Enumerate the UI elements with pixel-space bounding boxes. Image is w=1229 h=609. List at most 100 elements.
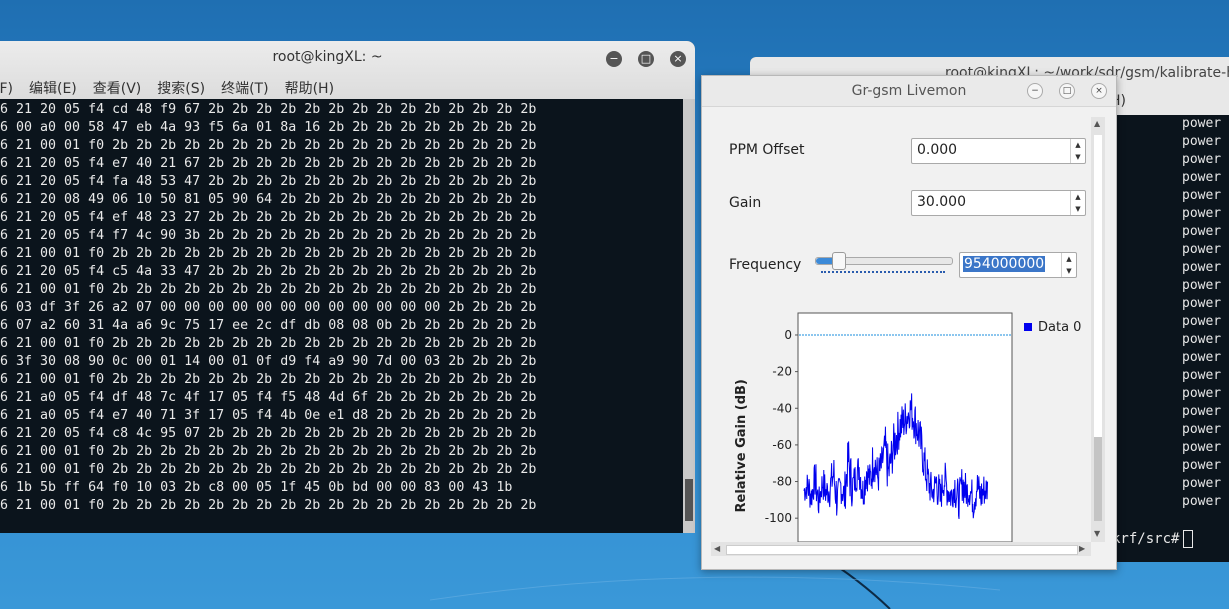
frequency-slider[interactable] <box>815 252 953 270</box>
menu-item[interactable]: 编辑(E) <box>28 81 77 97</box>
back-terminal-prompt[interactable]: krf/src# <box>1112 530 1194 548</box>
ppm-offset-spinbox[interactable]: 0.000 ▲ ▼ <box>911 138 1086 164</box>
hex-line: 06 21 00 01 f0 2b 2b 2b 2b 2b 2b 2b 2b 2… <box>0 246 537 261</box>
legend-label: Data 0 <box>1038 320 1081 335</box>
menu-item[interactable]: 查看(V) <box>92 81 142 97</box>
output-line: power <box>1182 278 1222 293</box>
scroll-track[interactable] <box>1094 135 1102 437</box>
output-line: power <box>1182 368 1222 383</box>
output-line: power <box>1182 116 1222 131</box>
front-terminal-title: root@kingXL: ~ <box>272 49 383 65</box>
output-line: power <box>1182 314 1222 329</box>
livemon-close-button[interactable]: × <box>1091 83 1107 99</box>
livemon-vertical-scrollbar[interactable]: ▲ ▼ <box>1091 117 1105 542</box>
output-line: power <box>1182 458 1222 473</box>
output-line: power <box>1182 206 1222 221</box>
spin-arrows-icon[interactable]: ▲ ▼ <box>1070 191 1085 215</box>
output-line: power <box>1182 170 1222 185</box>
plot-area <box>797 312 1013 542</box>
y-tick-label: -60 <box>772 438 792 452</box>
output-line: power <box>1182 224 1222 239</box>
hex-line: 06 21 20 05 f4 c5 4a 33 47 2b 2b 2b 2b 2… <box>0 264 537 279</box>
ppm-offset-value: 0.000 <box>917 142 958 158</box>
close-button[interactable]: × <box>670 51 686 67</box>
ppm-offset-label: PPM Offset <box>729 142 805 158</box>
minimize-button[interactable]: − <box>606 51 622 67</box>
hex-line: 06 21 20 05 f4 cd 48 f9 67 2b 2b 2b 2b 2… <box>0 102 537 117</box>
frequency-spinbox[interactable]: 954000000 ▲ ▼ <box>959 252 1077 278</box>
hex-line: 06 21 20 05 f4 c8 4c 95 07 2b 2b 2b 2b 2… <box>0 426 537 441</box>
output-line: power <box>1182 422 1222 437</box>
scroll-down-icon[interactable]: ▼ <box>1094 529 1101 538</box>
livemon-title: Gr-gsm Livemon <box>851 83 967 99</box>
scroll-left-icon[interactable]: ◀ <box>714 544 721 553</box>
hex-line: 06 21 00 01 f0 2b 2b 2b 2b 2b 2b 2b 2b 2… <box>0 336 537 351</box>
output-line: power <box>1182 476 1222 491</box>
hex-line: 06 21 a0 05 f4 e7 40 71 3f 17 05 f4 4b 0… <box>0 408 537 423</box>
hex-line: 06 1b 5b ff 64 f0 10 03 2b c8 00 05 1f 4… <box>0 480 513 495</box>
scroll-right-icon[interactable]: ▶ <box>1079 544 1086 553</box>
y-tick-label: -40 <box>772 401 792 415</box>
slider-knob[interactable] <box>831 252 846 270</box>
output-line: power <box>1182 134 1222 149</box>
terminal-cursor <box>1183 530 1194 548</box>
y-tick-label: -80 <box>772 475 792 489</box>
spin-arrows-icon[interactable]: ▲ ▼ <box>1061 253 1076 277</box>
output-line: power <box>1182 386 1222 401</box>
output-line: power <box>1182 404 1222 419</box>
scrollbar-thumb[interactable] <box>685 479 693 521</box>
gain-value: 30.000 <box>917 194 966 210</box>
hex-line: 06 21 00 01 f0 2b 2b 2b 2b 2b 2b 2b 2b 2… <box>0 138 537 153</box>
front-terminal-titlebar[interactable]: root@kingXL: ~ − □ × (F) 编辑(E) 查看(V) 搜索(S) 终… <box>0 41 695 99</box>
menu-item[interactable]: (F) <box>0 81 13 97</box>
output-line: power <box>1182 494 1222 509</box>
hex-line: 06 03 df 3f 26 a2 07 00 00 00 00 00 00 0… <box>0 300 537 315</box>
frequency-value[interactable]: 954000000 <box>963 256 1046 272</box>
menu-item[interactable]: 帮助(H) <box>284 81 335 97</box>
hex-line: 06 00 a0 00 58 47 eb 4a 93 f5 6a 01 8a 1… <box>0 120 537 135</box>
terminal-hex-output: 06 21 20 05 f4 cd 48 f9 67 2b 2b 2b 2b 2… <box>0 101 536 515</box>
terminal-menubar: (F) 编辑(E) 查看(V) 搜索(S) 终端(T) 帮助(H) <box>0 78 350 98</box>
terminal-scrollbar[interactable] <box>683 99 695 533</box>
slider-ticks <box>821 269 945 273</box>
hex-line: 06 21 a0 05 f4 df 48 7c 4f 17 05 f4 f5 4… <box>0 390 537 405</box>
scroll-up-icon[interactable]: ▲ <box>1094 119 1101 128</box>
hex-line: 06 21 00 01 f0 2b 2b 2b 2b 2b 2b 2b 2b 2… <box>0 444 537 459</box>
hex-line: 06 07 a2 60 31 4a a6 9c 75 17 ee 2c df d… <box>0 318 537 333</box>
frequency-label: Frequency <box>729 257 802 273</box>
hex-line: 06 21 20 05 f4 fa 48 53 47 2b 2b 2b 2b 2… <box>0 174 537 189</box>
y-tick-label: -20 <box>772 365 792 379</box>
output-line: power <box>1182 350 1222 365</box>
menu-item[interactable]: 终端(T) <box>221 81 269 97</box>
spin-arrows-icon[interactable]: ▲ ▼ <box>1070 139 1085 163</box>
slider-fill <box>816 258 838 264</box>
livemon-minimize-button[interactable]: − <box>1027 83 1043 99</box>
output-line: power <box>1182 296 1222 311</box>
output-line: power <box>1182 152 1222 167</box>
menu-item[interactable]: 搜索(S) <box>157 81 206 97</box>
front-terminal-window[interactable]: root@kingXL: ~ − □ × (F) 编辑(E) 查看(V) 搜索(S) 终… <box>0 41 695 533</box>
hex-line: 06 21 00 01 f0 2b 2b 2b 2b 2b 2b 2b 2b 2… <box>0 372 537 387</box>
hex-line: 06 21 20 05 f4 e7 40 21 67 2b 2b 2b 2b 2… <box>0 156 537 171</box>
hex-line: 06 21 00 01 f0 2b 2b 2b 2b 2b 2b 2b 2b 2… <box>0 498 537 513</box>
y-tick-label: 0 <box>784 328 792 342</box>
hex-line: 06 3f 30 08 90 0c 00 01 14 00 01 0f d9 f… <box>0 354 537 369</box>
frequency-plot: 0 -20 -40 -60 -80 -100 Relative Gain (dB) Data … <box>712 305 1090 542</box>
hex-line: 06 21 20 08 49 06 10 50 81 05 90 64 2b 2… <box>0 192 537 207</box>
scroll-track[interactable] <box>726 545 1078 555</box>
livemon-horizontal-scrollbar[interactable]: ◀ ▶ <box>711 542 1091 556</box>
output-line: power <box>1182 242 1222 257</box>
scroll-thumb[interactable] <box>1094 437 1102 521</box>
data-0-line <box>803 393 989 520</box>
y-tick-label: -100 <box>765 511 792 525</box>
legend-swatch <box>1024 323 1032 331</box>
hex-line: 06 21 00 01 f0 2b 2b 2b 2b 2b 2b 2b 2b 2… <box>0 462 537 477</box>
output-line: power <box>1182 440 1222 455</box>
gain-spinbox[interactable]: 30.000 ▲ ▼ <box>911 190 1086 216</box>
livemon-maximize-button[interactable]: □ <box>1059 83 1075 99</box>
y-axis-label: Relative Gain (dB) <box>734 379 749 512</box>
maximize-button[interactable]: □ <box>638 51 654 67</box>
hex-line: 06 21 00 01 f0 2b 2b 2b 2b 2b 2b 2b 2b 2… <box>0 282 537 297</box>
hex-line: 06 21 20 05 f4 f7 4c 90 3b 2b 2b 2b 2b 2… <box>0 228 537 243</box>
livemon-titlebar[interactable]: Gr-gsm Livemon − □ × <box>702 76 1116 107</box>
